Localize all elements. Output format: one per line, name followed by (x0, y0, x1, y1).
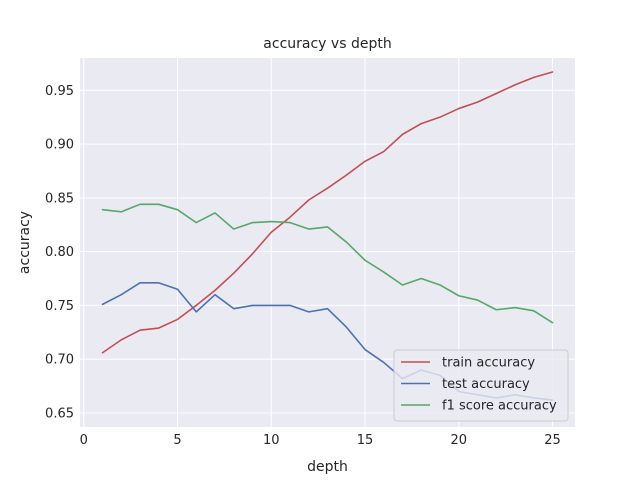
legend: train accuracy test accuracy f1 score accu… (393, 349, 569, 422)
x-axis-label: depth (307, 459, 348, 475)
tick-labels: 0 5 10 15 20 25 0.65 0.70 0.75 0.80 0.85 0.90 0.95 (45, 84, 561, 448)
x-tick-label: 25 (544, 433, 561, 448)
y-axis-label: accuracy (17, 211, 33, 274)
legend-label-test-accuracy: test accuracy (442, 377, 530, 392)
y-tick-label: 0.80 (45, 245, 74, 260)
series-line-train-accuracy (101, 71, 554, 354)
x-tick-label: 0 (80, 433, 88, 448)
y-tick-label: 0.95 (45, 84, 74, 99)
y-tick-label: 0.90 (45, 138, 74, 153)
chart-title: accuracy vs depth (263, 36, 391, 52)
x-tick-label: 10 (263, 433, 280, 448)
legend-box (393, 349, 569, 422)
y-tick-label: 0.85 (45, 191, 74, 206)
series-line-f1-score-accuracy (101, 203, 554, 324)
x-tick-label: 15 (357, 433, 374, 448)
legend-label-train-accuracy: train accuracy (442, 356, 535, 371)
y-tick-label: 0.70 (45, 353, 74, 368)
grid (80, 58, 575, 427)
legend-label-f1-score-accuracy: f1 score accuracy (442, 399, 557, 414)
y-tick-label: 0.75 (45, 299, 74, 314)
x-tick-label: 20 (450, 433, 467, 448)
x-tick-label: 5 (173, 433, 181, 448)
y-tick-label: 0.65 (45, 407, 74, 422)
